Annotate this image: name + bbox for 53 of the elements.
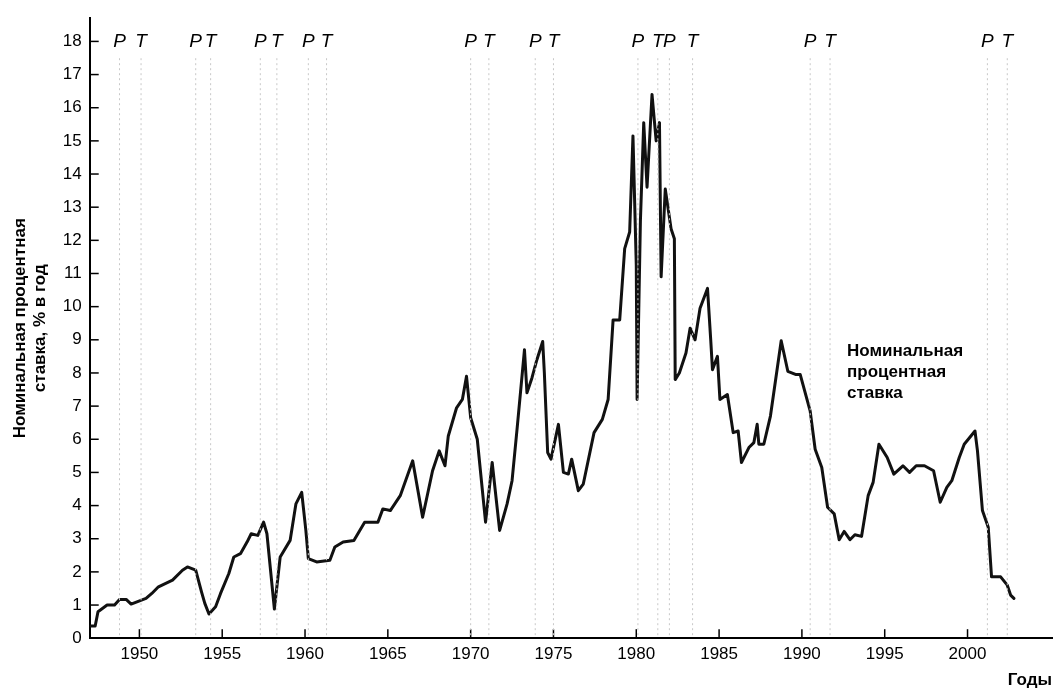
ref-line-label: P [113,30,127,52]
x-tick-label: 1990 [782,644,821,664]
x-tick-label: 1995 [865,644,904,664]
y-tick-label: 16 [62,97,82,117]
x-tick-label: 1985 [700,644,738,664]
y-tick-label: 12 [62,230,82,250]
y-tick-label: 5 [72,462,82,482]
x-axis-title: Годы [1007,670,1052,690]
y-tick-label: 17 [62,64,82,84]
y-tick-label: 10 [62,296,82,316]
x-tick-label: 1975 [534,644,573,664]
series-label: Номинальная процентная ставка [847,341,964,403]
x-tick-label: 1950 [120,644,159,664]
x-tick-label: 1970 [451,644,490,664]
ref-line-label: T [483,30,497,52]
y-tick-label: 18 [62,31,82,51]
ref-line-label: T [135,30,149,52]
y-tick-label: 2 [72,561,82,581]
y-tick-label: 3 [72,528,82,548]
y-tick-label: 8 [72,362,82,382]
x-tick-label: 1980 [617,644,656,664]
ref-line-label: T [652,30,665,52]
ref-line-label: P [528,30,542,52]
ref-line-label: P [464,30,478,52]
x-tick-label: 1965 [368,644,407,664]
y-tick-label: 6 [72,428,82,448]
ref-line-label: P [803,30,817,52]
y-tick-label: 14 [62,163,82,183]
ref-line-label: T [320,30,334,52]
x-tick-label: 1960 [286,644,324,664]
y-tick-label: 7 [72,395,82,415]
x-tick-label: 1955 [203,644,242,664]
y-axis-title: Номинальная процентная ставка, % в год [9,218,50,439]
ref-line-label: P [663,30,677,52]
ref-line-label: P [189,30,203,52]
ref-line-label: T [686,30,700,52]
y-tick-label: 11 [64,263,82,283]
y-tick-label: 9 [72,329,82,349]
ref-line-label: P [981,30,995,52]
y-tick-label: 1 [72,594,82,614]
ref-line-label: T [1001,30,1015,52]
ref-line-label: T [547,30,561,52]
ref-line-label: P [253,30,267,52]
ref-line-label: P [631,30,645,52]
y-tick-label: 4 [72,495,82,515]
ref-line-label: P [301,30,315,52]
x-tick-label: 2000 [948,644,987,664]
y-tick-label: 0 [72,627,82,647]
y-tick-label: 13 [62,196,82,216]
y-tick-label: 15 [62,130,82,150]
ref-line-label: T [824,30,838,52]
ref-line-label: T [271,30,285,52]
ref-line-label: T [204,30,218,52]
